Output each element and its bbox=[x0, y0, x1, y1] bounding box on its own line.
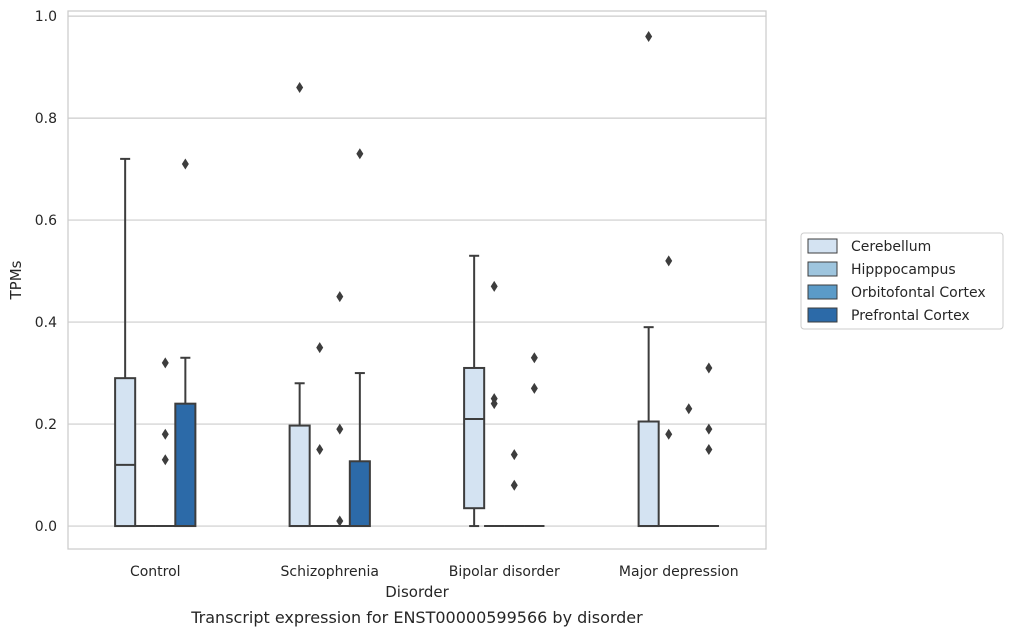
x-tick-label: Schizophrenia bbox=[281, 564, 379, 580]
box-iqr bbox=[463, 366, 486, 510]
boxes bbox=[114, 30, 719, 528]
box-iqr bbox=[174, 402, 197, 528]
outlier-point bbox=[530, 382, 538, 394]
box-iqr bbox=[288, 424, 311, 528]
outlier-point bbox=[490, 280, 498, 292]
box-iqr bbox=[114, 377, 137, 528]
grid-lines bbox=[68, 15, 766, 527]
outlier-point bbox=[665, 255, 673, 267]
box-prefrontal-cortex bbox=[698, 362, 719, 528]
chart-caption: Transcript expression for ENST0000059956… bbox=[190, 608, 643, 627]
x-tick-label: Bipolar disorder bbox=[449, 564, 560, 580]
outlier-point bbox=[296, 81, 304, 93]
x-tick-label: Control bbox=[130, 564, 181, 580]
outlier-point bbox=[181, 158, 189, 170]
outlier-point bbox=[316, 444, 324, 456]
legend-swatch bbox=[807, 284, 838, 300]
x-axis-label: Disorder bbox=[385, 583, 449, 601]
outlier-point bbox=[665, 428, 673, 440]
box-orbitofontal-cortex bbox=[155, 357, 176, 528]
box-iqr bbox=[348, 460, 371, 528]
box-hipppocampus bbox=[658, 255, 679, 528]
box-cerebellum bbox=[637, 30, 660, 528]
y-tick-label: 0.4 bbox=[35, 315, 57, 331]
outlier-point bbox=[685, 403, 693, 415]
outlier-point bbox=[490, 398, 498, 410]
outlier-point bbox=[336, 515, 344, 527]
legend-frame bbox=[800, 232, 1004, 330]
outlier-point bbox=[161, 428, 169, 440]
plot-area-frame bbox=[67, 10, 767, 550]
y-tick-label: 0.6 bbox=[35, 213, 57, 229]
outlier-point bbox=[530, 352, 538, 364]
y-axis-label: TPMs bbox=[7, 260, 25, 300]
outlier-point bbox=[356, 148, 364, 160]
outlier-point bbox=[510, 479, 518, 491]
y-tick-label: 0.2 bbox=[35, 417, 57, 433]
outlier-point bbox=[705, 423, 713, 435]
outlier-point bbox=[645, 30, 653, 42]
y-tick-label: 0.0 bbox=[35, 519, 57, 535]
legend-swatch bbox=[807, 307, 838, 323]
outlier-point bbox=[705, 362, 713, 374]
legend-label: Cerebellum bbox=[851, 239, 931, 255]
box-hipppocampus bbox=[484, 280, 505, 528]
legend-swatch bbox=[807, 261, 838, 277]
x-tick-labels: Control Schizophrenia Bipolar disorder Majo… bbox=[130, 564, 739, 580]
outlier-point bbox=[705, 444, 713, 456]
outlier-point bbox=[336, 423, 344, 435]
box-cerebellum bbox=[463, 254, 486, 528]
box-hipppocampus bbox=[309, 342, 330, 528]
box-orbitofontal-cortex bbox=[504, 449, 525, 528]
y-tick-label: 1.0 bbox=[35, 9, 57, 25]
outlier-point bbox=[336, 291, 344, 303]
box-prefrontal-cortex bbox=[348, 148, 371, 528]
outlier-point bbox=[316, 342, 324, 354]
legend: Cerebellum Hipppocampus Orbitofontal Corte… bbox=[800, 232, 1004, 330]
box-prefrontal-cortex bbox=[524, 352, 545, 528]
box-cerebellum bbox=[288, 81, 311, 528]
box-prefrontal-cortex bbox=[174, 158, 197, 528]
x-tick-label: Major depression bbox=[619, 564, 739, 580]
legend-label: Hipppocampus bbox=[851, 262, 956, 278]
outlier-point bbox=[161, 454, 169, 466]
box-cerebellum bbox=[114, 157, 137, 528]
y-tick-label: 0.8 bbox=[35, 111, 57, 127]
box-orbitofontal-cortex bbox=[678, 403, 699, 528]
legend-label: Orbitofontal Cortex bbox=[851, 285, 986, 301]
legend-swatch bbox=[807, 238, 838, 254]
box-iqr bbox=[637, 420, 660, 528]
outlier-point bbox=[161, 357, 169, 369]
y-tick-labels: 0.0 0.2 0.4 0.6 0.8 1.0 bbox=[35, 9, 57, 535]
outlier-point bbox=[510, 449, 518, 461]
box-orbitofontal-cortex bbox=[329, 291, 350, 528]
legend-label: Prefrontal Cortex bbox=[851, 308, 970, 324]
